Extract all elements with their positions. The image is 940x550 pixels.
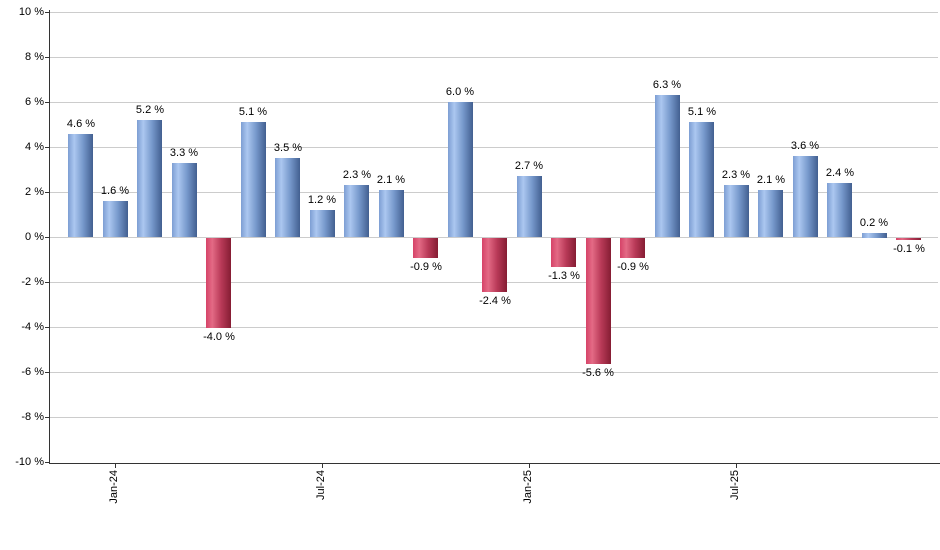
bar-value-label: 5.1 %	[238, 106, 268, 118]
bar-positive	[241, 122, 266, 237]
y-axis-tick-mark	[45, 147, 49, 148]
x-axis-tick-label: Jan-24	[108, 470, 120, 504]
y-axis-tick-label: -4 %	[21, 321, 44, 333]
x-axis-tick-label: Jan-25	[522, 470, 534, 504]
gridline	[49, 147, 938, 148]
y-axis-tick-mark	[45, 462, 49, 463]
bar-positive	[655, 95, 680, 237]
x-axis-tick-mark	[529, 463, 530, 468]
bar-negative	[586, 238, 611, 364]
bar-positive	[862, 233, 887, 238]
bar-positive	[793, 156, 818, 237]
bar-value-label: 2.7 %	[514, 160, 544, 172]
bar-value-label: 0.2 %	[859, 217, 889, 229]
y-axis-tick-mark	[45, 237, 49, 238]
bar-value-label: -4.0 %	[203, 331, 235, 343]
bar-positive	[448, 102, 473, 237]
bar-value-label: -2.4 %	[479, 295, 511, 307]
y-axis-tick-label: 4 %	[25, 141, 44, 153]
bar-negative	[482, 238, 507, 292]
gridline	[49, 12, 938, 13]
bar-value-label: 4.6 %	[66, 118, 96, 130]
bar-positive	[275, 158, 300, 237]
bar-negative	[551, 238, 576, 267]
y-axis-tick-label: 10 %	[18, 6, 44, 18]
bar-negative	[413, 238, 438, 258]
y-axis-tick-label: 2 %	[25, 186, 44, 198]
bar-negative	[896, 238, 921, 240]
bar-value-label: 1.6 %	[100, 185, 130, 197]
x-axis-tick-label: Jul-24	[315, 470, 327, 500]
bar-value-label: 2.1 %	[376, 174, 406, 186]
y-axis-tick-mark	[45, 417, 49, 418]
gridline	[49, 57, 938, 58]
x-axis-tick-mark	[115, 463, 116, 468]
gridline	[49, 192, 938, 193]
gridline	[49, 102, 938, 103]
bar-positive	[689, 122, 714, 237]
bar-value-label: -1.3 %	[548, 270, 580, 282]
bar-positive	[517, 176, 542, 237]
gridline	[49, 372, 938, 373]
bar-positive	[172, 163, 197, 237]
bar-value-label: -0.9 %	[617, 261, 649, 273]
bar-value-label: 2.1 %	[756, 174, 786, 186]
bar-positive	[758, 190, 783, 237]
bar-positive	[827, 183, 852, 237]
bar-negative	[620, 238, 645, 258]
x-axis-tick-label: Jul-25	[729, 470, 741, 500]
bar-value-label: 5.1 %	[687, 106, 717, 118]
x-axis-tick-mark	[322, 463, 323, 468]
gridline	[49, 417, 938, 418]
bar-value-label: -5.6 %	[582, 367, 614, 379]
y-axis-tick-label: -2 %	[21, 276, 44, 288]
y-axis-tick-label: 8 %	[25, 51, 44, 63]
bar-value-label: 6.0 %	[445, 86, 475, 98]
y-axis-line	[49, 10, 50, 463]
y-axis-tick-mark	[45, 102, 49, 103]
bar-value-label: 2.3 %	[721, 169, 751, 181]
x-axis-tick-mark	[736, 463, 737, 468]
y-axis-tick-mark	[45, 192, 49, 193]
y-axis-tick-mark	[45, 57, 49, 58]
gridline	[49, 237, 938, 238]
bar-value-label: 2.3 %	[342, 169, 372, 181]
y-axis-tick-label: 6 %	[25, 96, 44, 108]
bar-positive	[310, 210, 335, 237]
y-axis-tick-label: 0 %	[25, 231, 44, 243]
y-axis-tick-mark	[45, 372, 49, 373]
bar-value-label: 1.2 %	[307, 194, 337, 206]
bar-value-label: 3.5 %	[273, 142, 303, 154]
y-axis-tick-mark	[45, 12, 49, 13]
bar-value-label: 6.3 %	[652, 79, 682, 91]
gridline	[49, 327, 938, 328]
bar-negative	[206, 238, 231, 328]
bar-positive	[103, 201, 128, 237]
y-axis-tick-mark	[45, 327, 49, 328]
bar-positive	[137, 120, 162, 237]
bar-positive	[724, 185, 749, 237]
y-axis-tick-label: -6 %	[21, 366, 44, 378]
bar-value-label: 2.4 %	[825, 167, 855, 179]
bar-positive	[344, 185, 369, 237]
bar-positive	[68, 134, 93, 237]
x-axis-line	[49, 463, 940, 464]
bar-value-label: -0.9 %	[410, 261, 442, 273]
bar-value-label: -0.1 %	[893, 243, 925, 255]
bar-value-label: 5.2 %	[135, 104, 165, 116]
y-axis-tick-mark	[45, 282, 49, 283]
y-axis-tick-label: -10 %	[15, 456, 44, 468]
y-axis-tick-label: -8 %	[21, 411, 44, 423]
bar-positive	[379, 190, 404, 237]
bar-value-label: 3.6 %	[790, 140, 820, 152]
bar-value-label: 3.3 %	[169, 147, 199, 159]
